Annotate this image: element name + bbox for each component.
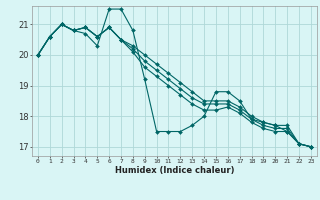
X-axis label: Humidex (Indice chaleur): Humidex (Indice chaleur)	[115, 166, 234, 175]
